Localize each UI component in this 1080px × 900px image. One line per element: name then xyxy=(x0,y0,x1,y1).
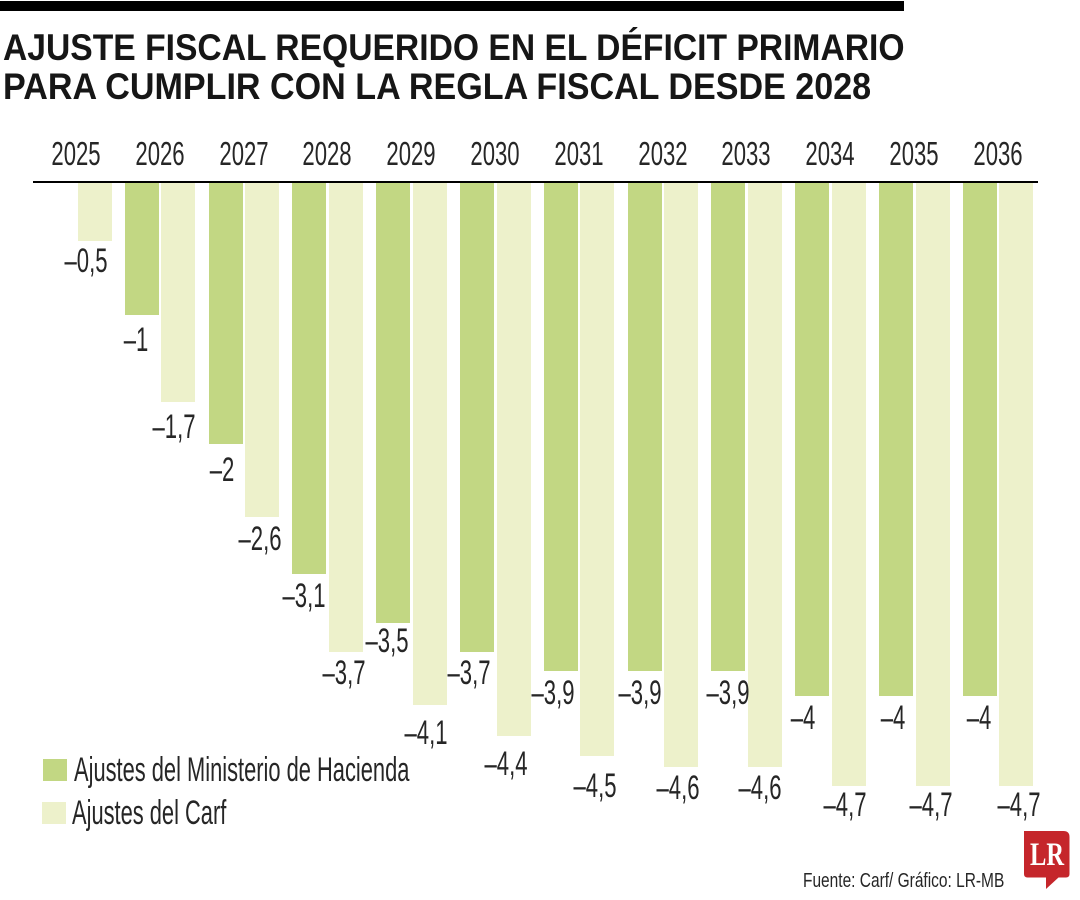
svg-text:LR: LR xyxy=(1030,837,1065,873)
